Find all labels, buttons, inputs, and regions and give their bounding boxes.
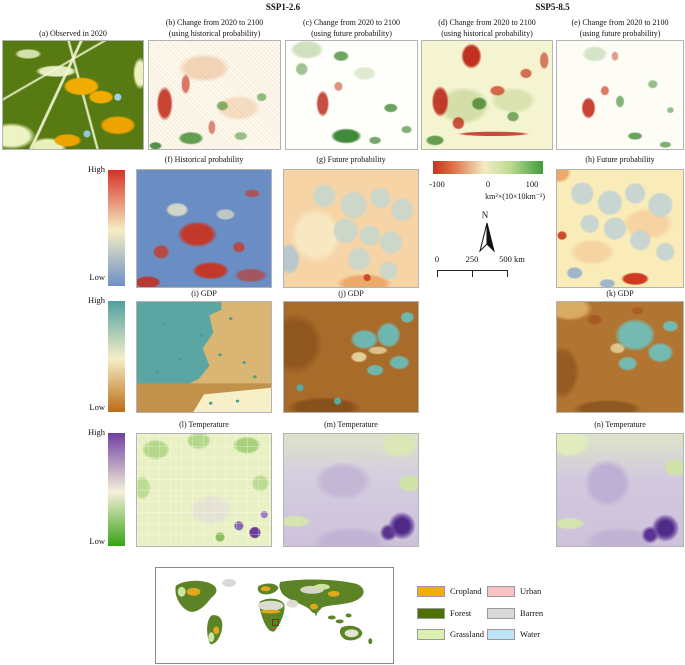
panel-l-title: (l) Temperature — [179, 420, 229, 429]
scalebar-label-0: 0 — [434, 254, 440, 264]
study-area-marker — [272, 618, 279, 626]
legend-swatch-grassland — [417, 629, 445, 640]
temperature-colorbar-high-label: High — [88, 427, 105, 437]
panel-f-map — [136, 169, 272, 288]
legend-label-cropland: Cropland — [450, 586, 482, 596]
panel-f-title: (f) Historical probability — [164, 155, 244, 164]
panel-k-title: (k) GDP — [606, 289, 634, 298]
panel-c-map — [285, 40, 418, 150]
panel-b-title: (b) Change from 2020 to 2100 (using hist… — [148, 11, 281, 39]
legend-swatch-urban — [487, 586, 515, 597]
legend-label-grassland: Grassland — [450, 629, 484, 639]
probability-colorbar-low-label: Low — [89, 272, 105, 282]
change-scale-unit-label: km²×(10×10km⁻²) — [485, 192, 545, 201]
world-map-box — [155, 567, 394, 664]
legend-label-barren: Barren — [520, 608, 544, 618]
panel-e-title: (e) Change from 2020 to 2100 (using futu… — [556, 11, 684, 39]
panel-c-title-line1: (c) Change from 2020 to 2100 — [302, 18, 401, 28]
panel-a-title-text: (a) Observed in 2020 — [39, 28, 107, 38]
probability-colorbar-high-label: High — [88, 164, 105, 174]
change-scale-max-label: 100 — [525, 179, 539, 189]
gdp-colorbar — [108, 301, 125, 412]
gdp-colorbar-low-label: Low — [89, 402, 105, 412]
legend-swatch-water — [487, 629, 515, 640]
scalebar-tick-mid — [472, 270, 473, 277]
panel-b-title-line1: (b) Change from 2020 to 2100 — [165, 18, 264, 28]
panel-d-title-line2: (using historical probability) — [441, 28, 533, 38]
scalebar-tick-start — [437, 270, 438, 277]
panel-m-map — [283, 433, 419, 547]
probability-colorbar — [108, 170, 125, 286]
panel-c-title-line2: (using future probability) — [311, 28, 392, 38]
panel-c-title: (c) Change from 2020 to 2100 (using futu… — [285, 11, 418, 39]
panel-d-title-line1: (d) Change from 2020 to 2100 — [438, 18, 536, 28]
panel-e-title-line1: (e) Change from 2020 to 2100 — [571, 18, 669, 28]
legend-label-forest: Forest — [450, 608, 472, 618]
scalebar-tick-end — [507, 270, 508, 277]
change-scale-min-label: -100 — [429, 179, 445, 189]
panel-j-map — [283, 301, 419, 413]
compass-arrow-icon — [479, 222, 495, 253]
panel-m-title: (m) Temperature — [324, 420, 378, 429]
legend-swatch-cropland — [417, 586, 445, 597]
temperature-colorbar — [108, 433, 125, 546]
panel-d-title: (d) Change from 2020 to 2100 (using hist… — [421, 11, 553, 39]
panel-a-map — [2, 40, 144, 150]
header-ssp5-label: SSP5-8.5 — [535, 2, 570, 12]
scalebar-label-250: 250 — [465, 254, 479, 264]
gdp-polygon-map — [137, 302, 271, 412]
legend-swatch-forest — [417, 608, 445, 619]
panel-g-title: (g) Future probability — [316, 155, 386, 164]
panel-g-map — [283, 169, 419, 288]
change-scale-mid-label: 0 — [485, 179, 491, 189]
panel-i-map — [136, 301, 272, 413]
panel-h-map — [556, 169, 684, 288]
panel-e-map — [556, 40, 684, 150]
scalebar-label-500km: 500 km — [499, 254, 525, 264]
panel-h-title: (h) Future probability — [585, 155, 655, 164]
world-map — [175, 578, 373, 645]
panel-e-title-line2: (using future probability) — [579, 28, 661, 38]
header-ssp1-label: SSP1-2.6 — [265, 2, 301, 12]
panel-l-map — [136, 433, 272, 547]
temperature-colorbar-low-label: Low — [89, 536, 105, 546]
change-color-scale-bar — [433, 161, 543, 174]
panel-n-map — [556, 433, 684, 547]
compass-north-label: N — [481, 210, 489, 220]
panel-n-title: (n) Temperature — [594, 420, 646, 429]
panel-i-title: (i) GDP — [191, 289, 217, 298]
panel-d-map — [421, 40, 553, 150]
panel-k-map — [556, 301, 684, 413]
gdp-colorbar-high-label: High — [88, 295, 105, 305]
legend-label-urban: Urban — [520, 586, 542, 596]
legend-label-water: Water — [520, 629, 541, 639]
panel-b-title-line2: (using historical probability) — [168, 28, 261, 38]
legend-swatch-barren — [487, 608, 515, 619]
panel-b-map — [148, 40, 281, 150]
panel-a-title: (a) Observed in 2020 — [2, 11, 144, 44]
panel-j-title: (j) GDP — [338, 289, 364, 298]
